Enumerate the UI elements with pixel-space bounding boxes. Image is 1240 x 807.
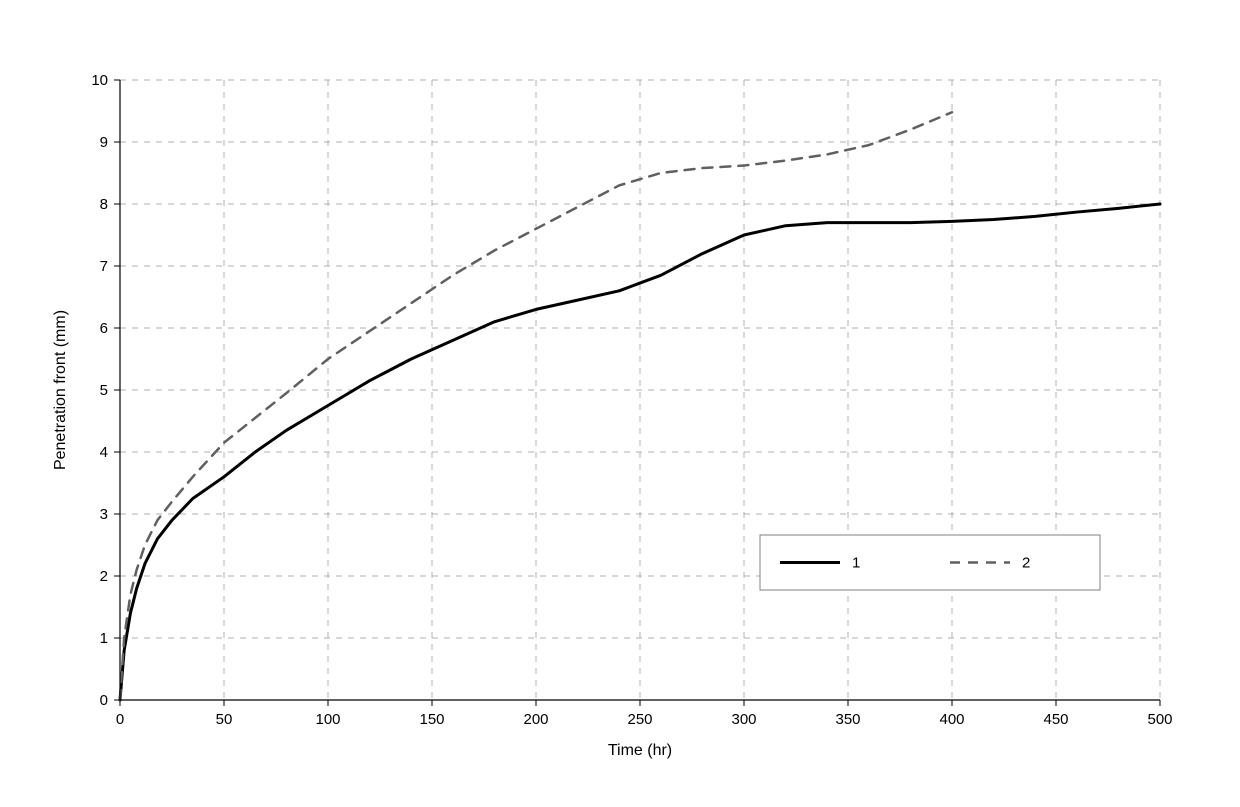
x-tick-label: 200: [523, 711, 548, 728]
y-tick-label: 7: [100, 258, 108, 275]
x-tick-label: 50: [216, 711, 233, 728]
y-tick-label: 0: [100, 692, 108, 709]
y-tick-label: 6: [100, 320, 108, 337]
x-tick-label: 300: [731, 711, 756, 728]
y-tick-label: 5: [100, 382, 108, 399]
x-tick-label: 350: [835, 711, 860, 728]
legend: 12: [760, 535, 1100, 590]
y-tick-label: 8: [100, 196, 108, 213]
x-tick-label: 400: [939, 711, 964, 728]
legend-label: 2: [1022, 555, 1030, 572]
y-tick-label: 10: [91, 72, 108, 89]
x-tick-label: 0: [116, 711, 124, 728]
y-tick-label: 1: [100, 630, 108, 647]
x-tick-label: 450: [1043, 711, 1068, 728]
x-tick-label: 500: [1147, 711, 1172, 728]
y-axis-label: Penetration front (mm): [52, 310, 69, 470]
chart-container: 0501001502002503003504004505000123456789…: [0, 0, 1240, 807]
y-tick-label: 2: [100, 568, 108, 585]
y-tick-label: 4: [100, 444, 108, 461]
x-tick-label: 150: [419, 711, 444, 728]
legend-label: 1: [852, 555, 860, 572]
y-tick-label: 9: [100, 134, 108, 151]
x-tick-label: 250: [627, 711, 652, 728]
x-tick-label: 100: [315, 711, 340, 728]
x-axis-label: Time (hr): [608, 742, 672, 759]
y-tick-label: 3: [100, 506, 108, 523]
penetration-chart: 0501001502002503003504004505000123456789…: [0, 0, 1240, 807]
